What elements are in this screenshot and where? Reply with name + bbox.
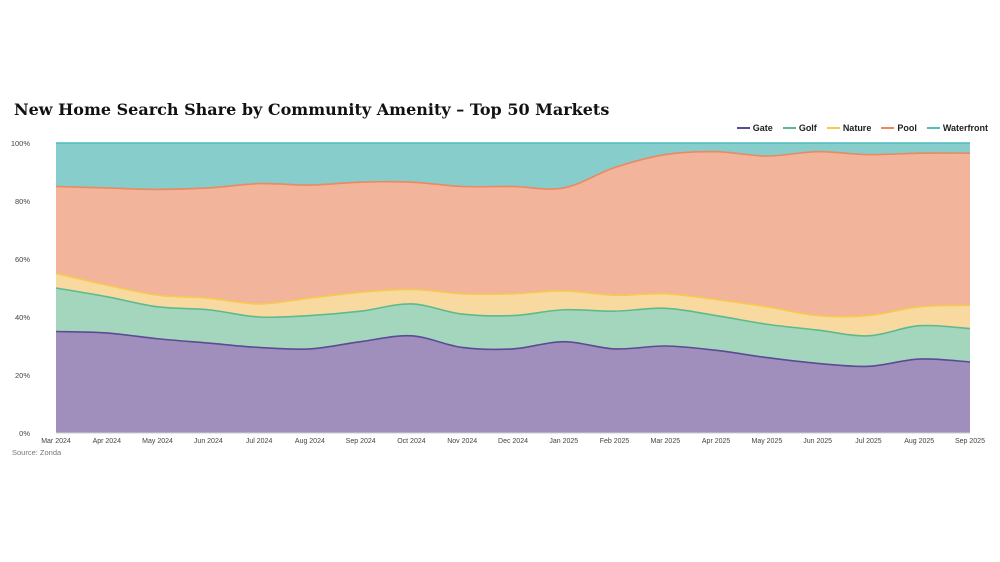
- y-axis-ticks: 0% 20% 40% 60% 80% 100%: [11, 139, 31, 438]
- x-tick-label: May 2025: [752, 438, 783, 445]
- x-tick-label: Aug 2024: [295, 438, 325, 445]
- y-tick-label: 20%: [15, 371, 30, 380]
- line-gate: [55, 330, 971, 368]
- x-tick-label: May 2024: [142, 438, 173, 445]
- legend-label: Golf: [798, 123, 817, 133]
- x-tick-label: Sep 2025: [955, 438, 985, 445]
- legend-label: Nature: [842, 123, 872, 133]
- x-tick-label: Feb 2025: [600, 438, 630, 445]
- area-pool: [56, 151, 970, 317]
- x-tick-label: Jul 2024: [246, 438, 273, 445]
- line-golf: [55, 287, 971, 337]
- x-tick-label: Mar 2025: [651, 438, 681, 445]
- legend-swatch: [826, 127, 840, 129]
- area-golf: [56, 288, 970, 367]
- legend-swatch: [881, 127, 895, 129]
- x-tick-label: Nov 2024: [447, 438, 477, 445]
- x-tick-label: Jun 2025: [803, 438, 832, 445]
- legend-item-gate: Gate: [736, 123, 773, 133]
- x-tick-label: Jun 2024: [194, 438, 223, 445]
- chart-title: New Home Search Share by Community Ameni…: [14, 100, 610, 119]
- y-tick-label: 100%: [11, 139, 31, 148]
- x-tick-label: Jul 2025: [855, 438, 882, 445]
- y-tick-label: 60%: [15, 255, 30, 264]
- legend-swatch: [782, 127, 796, 129]
- line-nature: [55, 272, 971, 318]
- x-tick-label: Jan 2025: [549, 438, 578, 445]
- x-axis-ticks: Mar 2024 Apr 2024 May 2024 Jun 2024 Jul 2024…: [41, 438, 985, 445]
- legend-item-golf: Golf: [782, 123, 817, 133]
- legend-label: Gate: [752, 123, 773, 133]
- x-tick-label: Mar 2024: [41, 438, 71, 445]
- x-tick-label: Dec 2024: [498, 438, 528, 445]
- legend: Gate Golf Nature Pool Waterfront: [736, 123, 988, 133]
- legend-label: Waterfront: [942, 123, 988, 133]
- area-nature: [56, 273, 970, 336]
- area-gate: [56, 331, 970, 433]
- x-tick-label: Sep 2024: [346, 438, 376, 445]
- areas: [56, 143, 970, 433]
- legend-swatch: [926, 127, 940, 129]
- legend-item-waterfront: Waterfront: [926, 123, 988, 133]
- series-lines: [55, 142, 971, 368]
- legend-label: Pool: [897, 123, 917, 133]
- area-waterfront: [56, 143, 970, 190]
- x-tick-label: Aug 2025: [904, 438, 934, 445]
- line-pool: [55, 150, 971, 191]
- source-note: Source: Zonda: [12, 448, 62, 457]
- y-tick-label: 40%: [15, 313, 30, 322]
- x-tick-label: Apr 2025: [702, 438, 731, 445]
- x-tick-label: Apr 2024: [93, 438, 122, 445]
- y-tick-label: 80%: [15, 197, 30, 206]
- legend-swatch: [736, 127, 750, 129]
- y-tick-label: 0%: [19, 429, 30, 438]
- x-tick-label: Oct 2024: [397, 438, 426, 445]
- legend-item-nature: Nature: [826, 123, 872, 133]
- legend-item-pool: Pool: [881, 123, 917, 133]
